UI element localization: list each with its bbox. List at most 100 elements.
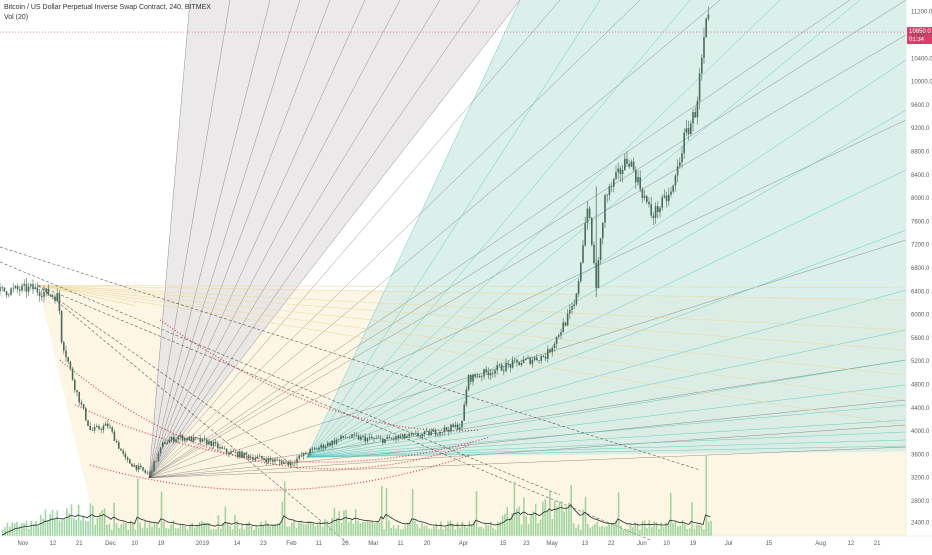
candle-body	[630, 161, 633, 167]
volume-bar	[416, 524, 419, 536]
volume-bar	[501, 515, 504, 536]
volume-bar	[160, 491, 163, 536]
candle-body	[274, 459, 276, 462]
volume-bar	[542, 501, 544, 536]
candle-body	[166, 442, 168, 445]
candle-body	[353, 434, 355, 436]
y-tick-label: 5600.0	[911, 336, 930, 342]
candle-body	[144, 470, 146, 473]
candle-body	[648, 201, 650, 205]
current-price-value: 10850.0	[909, 29, 931, 35]
candle-body	[470, 375, 472, 382]
volume-bar	[182, 524, 184, 536]
volume-bar	[511, 513, 513, 536]
candle-body	[553, 344, 556, 348]
candle-body	[558, 335, 560, 337]
volume-bar	[73, 517, 75, 536]
volume-bar	[487, 525, 490, 536]
volume-bar	[20, 523, 23, 536]
volume-bar	[475, 491, 478, 536]
volume-bar	[170, 524, 172, 536]
volume-bar	[546, 510, 549, 536]
candle-body	[256, 456, 259, 459]
candle-body	[217, 443, 219, 449]
candle-body	[184, 437, 186, 441]
candle-body	[197, 438, 199, 439]
volume-bar	[596, 521, 599, 536]
candle-body	[705, 18, 707, 37]
candle-body	[377, 437, 380, 439]
candle-body	[170, 437, 173, 441]
y-axis: 11200.0 10800.0 10400.0 10000.0 9600.0 9200.0…	[905, 0, 932, 536]
volume-bar	[25, 520, 28, 536]
candle-body	[67, 357, 69, 362]
candle-body	[531, 360, 534, 364]
candle-body	[45, 288, 47, 292]
volume-bar	[18, 526, 21, 536]
volume-bar	[312, 523, 314, 536]
x-tick-label: 12	[848, 541, 855, 547]
candle-body	[566, 313, 569, 326]
volume-bar	[326, 520, 329, 536]
y-tick-label: 4000.0	[911, 429, 930, 435]
candle-body	[518, 362, 520, 366]
candle-body	[265, 459, 267, 463]
candle-body	[386, 436, 388, 439]
candle-body	[663, 195, 666, 198]
candle-body	[159, 447, 162, 454]
y-tick-label: 8000.0	[911, 196, 930, 202]
y-tick-label: 4400.0	[911, 406, 930, 412]
volume-bar	[309, 521, 312, 536]
volume-bar	[468, 521, 471, 536]
x-tick-label: Dec	[105, 541, 116, 547]
candle-body	[52, 295, 54, 297]
x-tick-label: Mar	[368, 541, 378, 547]
teal-fan-line	[306, 439, 907, 458]
candle-body	[564, 322, 567, 326]
grey-fan-line	[149, 446, 907, 478]
candle-body	[203, 438, 206, 440]
grey-fan-line	[148, 0, 301, 478]
candle-body	[296, 458, 298, 463]
candle-body	[445, 427, 448, 430]
candle-body	[393, 438, 395, 440]
candle-body	[263, 458, 265, 460]
volume-bar	[563, 511, 565, 536]
candle-body	[428, 431, 430, 436]
volume-bar	[561, 501, 563, 536]
y-tick-label: 5200.0	[911, 359, 930, 365]
candle-body	[122, 450, 124, 454]
candle-body	[316, 448, 318, 450]
volume-bar	[106, 525, 108, 536]
volume-bar	[643, 520, 646, 536]
candle-body	[91, 429, 94, 431]
candle-body	[619, 168, 622, 174]
volume-bar	[553, 501, 556, 536]
candle-body	[349, 437, 351, 439]
teal-fan-line	[306, 0, 601, 458]
candle-body	[406, 436, 408, 438]
volume-bar	[328, 525, 331, 536]
volume-bar	[286, 526, 288, 536]
candle-body	[525, 358, 527, 360]
teal-fan-line	[306, 289, 907, 458]
candle-body	[621, 169, 624, 174]
volume-bar	[354, 509, 357, 536]
candle-body	[294, 462, 296, 464]
candle-body	[450, 424, 452, 432]
candle-body	[107, 423, 109, 427]
volume-bar	[381, 485, 383, 536]
volume-bar	[66, 508, 68, 536]
candle-body	[100, 429, 102, 430]
candle-body	[602, 222, 604, 239]
candle-body	[591, 217, 593, 245]
candle-body	[148, 472, 151, 474]
y-tick-label: 11200.0	[911, 10, 932, 16]
volume-bar	[582, 509, 584, 536]
candle-body	[432, 430, 435, 432]
candle-body	[652, 215, 655, 218]
volume-bar	[397, 525, 400, 536]
volume-bar	[264, 520, 267, 536]
y-tick-label: 6400.0	[911, 289, 930, 295]
x-tick-label: May	[546, 541, 557, 547]
